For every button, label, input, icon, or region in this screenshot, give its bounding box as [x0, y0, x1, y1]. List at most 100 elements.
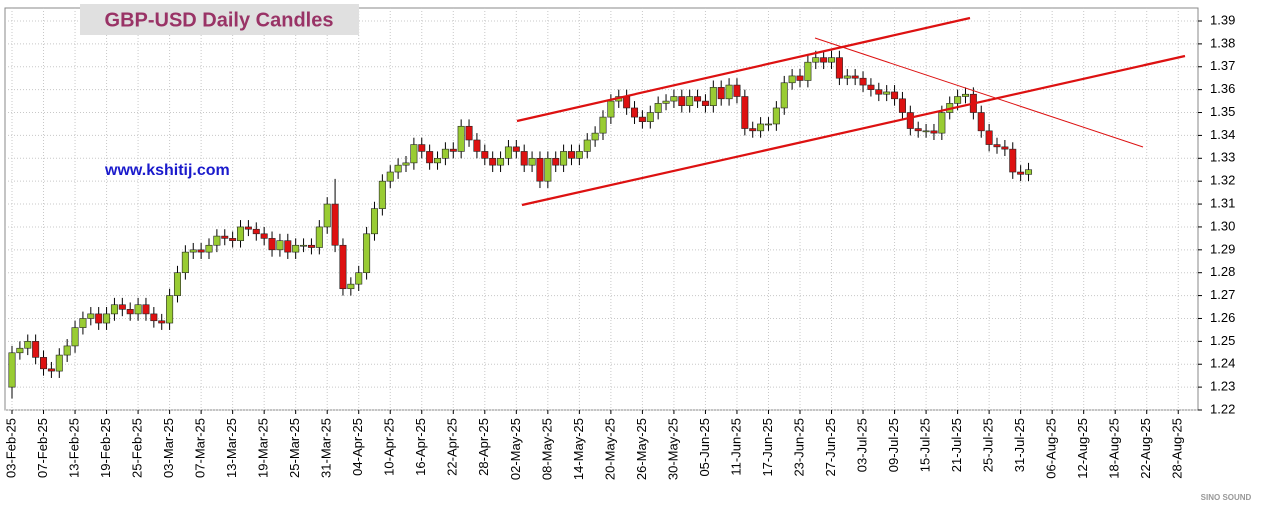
annotation: www.kshitij.com [104, 162, 230, 179]
candle-body [339, 244, 347, 290]
candle-body [315, 226, 323, 248]
candle-body [528, 157, 536, 166]
candle-body [631, 107, 639, 118]
candle-body [1009, 148, 1017, 173]
candle-body [378, 180, 386, 209]
x-tick-label: 17-Jun-25 [760, 418, 775, 477]
candle-body [828, 57, 836, 63]
candle-body [118, 304, 126, 310]
x-tick-label: 20-May-25 [602, 418, 617, 480]
candle-body [772, 107, 780, 125]
x-tick-label: 22-Aug-25 [1138, 418, 1153, 479]
x-tick-label: 05-Jun-25 [697, 418, 712, 477]
x-tick-label: 04-Apr-25 [350, 418, 365, 476]
x-tick-label: 15-Jul-25 [918, 418, 933, 472]
chart-title: GBP-USD Daily Candles [105, 9, 334, 31]
candle-body [103, 313, 111, 324]
candle-body [394, 164, 402, 173]
x-tick-label: 18-Aug-25 [1107, 418, 1122, 479]
candle-body [489, 157, 497, 166]
y-tick-label: 1.32 [1210, 173, 1235, 188]
x-tick-label: 13-Feb-25 [66, 418, 81, 478]
candle-body [733, 84, 741, 97]
x-tick-label: 31-Mar-25 [319, 418, 334, 478]
candle-body [544, 157, 552, 182]
candle-body [331, 203, 339, 246]
trend-line [521, 54, 1186, 207]
y-tick-label: 1.35 [1210, 104, 1235, 119]
candle-body [181, 251, 189, 274]
candle-body [757, 123, 765, 132]
candle-body [930, 130, 938, 134]
candle-body [820, 57, 828, 63]
candle-body [441, 148, 449, 159]
x-tick-label: 10-Apr-25 [382, 418, 397, 476]
candle-body [804, 61, 812, 81]
candle-body [599, 116, 607, 134]
candle-body [284, 240, 292, 253]
y-tick-label: 1.29 [1210, 241, 1235, 256]
trend-line [516, 16, 971, 123]
y-tick-label: 1.26 [1210, 310, 1235, 325]
y-tick-label: 1.38 [1210, 35, 1235, 50]
candle-body [851, 75, 859, 79]
title-box [80, 4, 359, 35]
candle-body [8, 352, 16, 388]
x-tick-label: 16-Apr-25 [413, 418, 428, 476]
candle-body [662, 100, 670, 104]
candle-body [473, 139, 481, 152]
x-tick-label: 07-Feb-25 [35, 418, 50, 478]
candle-body [244, 226, 252, 230]
candle-body [410, 144, 418, 164]
candle-body [465, 125, 473, 141]
candle-body [87, 313, 95, 319]
candle-body [701, 100, 709, 106]
x-tick-label: 31-Jul-25 [1012, 418, 1027, 472]
y-tick-label: 1.36 [1210, 81, 1235, 96]
x-tick-label: 25-Jul-25 [981, 418, 996, 472]
x-tick-label: 21-Jul-25 [949, 418, 964, 472]
x-tick-label: 03-Jul-25 [854, 418, 869, 472]
candle-body [788, 75, 796, 84]
candle-body [434, 157, 442, 164]
candle-body [150, 313, 158, 322]
candle-body [260, 233, 268, 239]
x-tick-label: 22-Apr-25 [445, 418, 460, 476]
candle-body [504, 146, 512, 159]
candle-body [859, 77, 867, 86]
candle-body [40, 357, 48, 370]
candle-body [110, 304, 118, 315]
candle-body [237, 226, 245, 241]
candle-body [323, 203, 331, 228]
x-tick-label: 19-Mar-25 [256, 418, 271, 478]
x-tick-label: 28-Aug-25 [1170, 418, 1185, 479]
x-tick-label: 03-Feb-25 [3, 418, 18, 478]
y-tick-label: 1.25 [1210, 333, 1235, 348]
candle-body [418, 144, 426, 152]
candle-body [536, 157, 544, 182]
x-tick-label: 09-Jul-25 [886, 418, 901, 472]
x-tick-label: 03-Mar-25 [161, 418, 176, 478]
candle-body [55, 354, 63, 372]
candle-body [189, 249, 197, 253]
candle-body [497, 157, 505, 166]
y-tick-label: 1.27 [1210, 287, 1235, 302]
candle-body [591, 132, 599, 141]
candle-body [638, 116, 646, 122]
x-tick-label: 14-May-25 [571, 418, 586, 480]
candle-body [134, 304, 142, 315]
y-tick-label: 1.28 [1210, 264, 1235, 279]
plot-frame [4, 7, 1199, 411]
candle-body [512, 146, 520, 152]
candle-body [812, 57, 820, 63]
candle-body [914, 128, 922, 132]
candle-body [843, 75, 851, 79]
x-tick-label: 06-Aug-25 [1044, 418, 1059, 479]
x-tick-label: 30-May-25 [665, 418, 680, 480]
candle-body [252, 228, 260, 235]
candle-body [142, 304, 150, 315]
candle-body [197, 249, 205, 253]
candle-body [961, 93, 969, 97]
candle-body [1025, 169, 1033, 175]
candle-body [678, 96, 686, 106]
